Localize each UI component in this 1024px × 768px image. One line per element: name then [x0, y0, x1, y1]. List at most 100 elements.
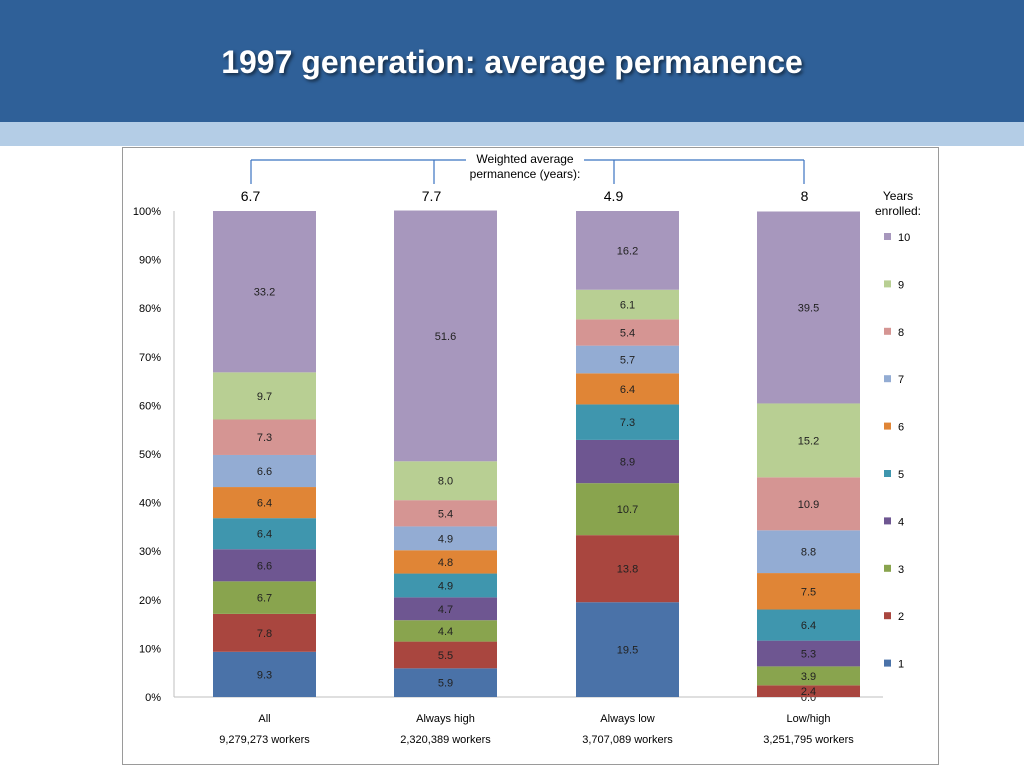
legend-label: 4 [898, 516, 904, 528]
data-label: 6.6 [257, 560, 272, 572]
average-value-label: 7.7 [422, 188, 442, 204]
average-value-label: 8 [801, 188, 809, 204]
slide-title: 1997 generation: average permanence [221, 44, 803, 80]
bar-segment [394, 597, 497, 621]
y-tick-label: 80% [139, 303, 161, 315]
data-label: 4.8 [438, 557, 453, 569]
legend-swatch [884, 327, 891, 335]
legend-label: 7 [898, 374, 904, 386]
bar-segment [213, 518, 316, 550]
legend-title: Years [883, 189, 913, 203]
bar-segment [576, 373, 679, 405]
bar-segment [757, 609, 860, 641]
data-label: 13.8 [617, 564, 638, 576]
x-category-sublabel: 3,251,795 workers [763, 734, 854, 746]
data-label: 8.8 [801, 547, 816, 559]
bar-segment [394, 461, 497, 501]
data-label: 6.4 [620, 384, 635, 396]
data-label: 4.7 [438, 604, 453, 616]
bar-segment [576, 602, 679, 697]
y-tick-label: 10% [139, 643, 161, 655]
legend-title: enrolled: [875, 204, 921, 218]
legend-label: 9 [898, 279, 904, 291]
y-tick-label: 0% [145, 692, 161, 704]
data-label: 4.9 [438, 533, 453, 545]
data-label: 5.9 [438, 678, 453, 690]
annotation-line: permanence (years): [470, 167, 581, 181]
legend-swatch [884, 375, 891, 383]
bar-segment [757, 666, 860, 686]
data-label: 33.2 [254, 287, 275, 299]
bar-segment [576, 319, 679, 346]
bar-segment [394, 641, 497, 669]
data-label: 19.5 [617, 645, 638, 657]
legend-label: 8 [898, 327, 904, 339]
data-label: 6.4 [257, 529, 272, 541]
bar-segment [213, 651, 316, 697]
data-label: 5.7 [620, 354, 635, 366]
data-label: 6.4 [801, 620, 816, 632]
bar-segment [576, 289, 679, 320]
legend-label: 6 [898, 422, 904, 434]
legend-swatch [884, 422, 891, 430]
bar-segment [757, 211, 860, 404]
data-label: 5.4 [438, 508, 453, 520]
legend-swatch [884, 517, 891, 525]
annotation-line: Weighted average [476, 152, 574, 166]
bar-segment [394, 573, 497, 598]
data-label: 7.3 [257, 432, 272, 444]
bar-segment [394, 526, 497, 551]
y-tick-label: 50% [139, 449, 161, 461]
data-label: 16.2 [617, 245, 638, 257]
y-tick-label: 30% [139, 546, 161, 558]
accent-strip [0, 122, 1024, 146]
data-label: 39.5 [798, 302, 819, 314]
data-label: 8.0 [438, 476, 453, 488]
bar-segment [757, 573, 860, 610]
bar-segment [213, 454, 316, 488]
bar-segment [213, 372, 316, 420]
y-tick-label: 100% [133, 206, 161, 218]
bar-segment [576, 211, 679, 290]
data-label: 7.5 [801, 586, 816, 598]
legend-swatch [884, 659, 891, 667]
data-label: 5.3 [801, 649, 816, 661]
x-category-label: Always low [600, 713, 654, 725]
data-label: 10.9 [798, 499, 819, 511]
legend-swatch [884, 612, 891, 620]
data-label: 5.5 [438, 650, 453, 662]
y-tick-label: 90% [139, 255, 161, 267]
y-tick-label: 60% [139, 400, 161, 412]
data-label: 10.7 [617, 504, 638, 516]
data-label: 4.4 [438, 626, 453, 638]
data-label: 8.9 [620, 457, 635, 469]
bar-segment [394, 668, 497, 697]
data-label: 3.9 [801, 671, 816, 683]
data-label: 6.7 [257, 593, 272, 605]
bar-segment [576, 439, 679, 484]
bar-segment [213, 487, 316, 519]
x-category-label: All [258, 713, 270, 725]
average-value-label: 6.7 [241, 188, 261, 204]
legend-label: 3 [898, 564, 904, 576]
bar-segment [576, 404, 679, 440]
bar-segment [757, 530, 860, 574]
chart-frame: 0% 10% 20% 30% 40% 50% 60% 70% 80% 90% 100% 9.3 7.8 6… [122, 147, 939, 765]
bar-segment [213, 613, 316, 652]
data-label: 6.6 [257, 466, 272, 478]
legend-swatch [884, 470, 891, 477]
legend-swatch [884, 233, 891, 240]
bar-segment [394, 210, 497, 462]
bar-segment [757, 403, 860, 478]
bar-segment [394, 550, 497, 574]
legend-swatch [884, 280, 891, 288]
data-label: 5.4 [620, 328, 635, 340]
bar-segment [757, 685, 860, 697]
average-value-label: 4.9 [604, 188, 624, 204]
legend-label: 2 [898, 611, 904, 623]
bar-segment [213, 211, 316, 373]
legend-label: 1 [898, 659, 904, 671]
bar-segment [394, 620, 497, 642]
y-tick-label: 40% [139, 498, 161, 510]
data-label: 9.3 [257, 669, 272, 681]
